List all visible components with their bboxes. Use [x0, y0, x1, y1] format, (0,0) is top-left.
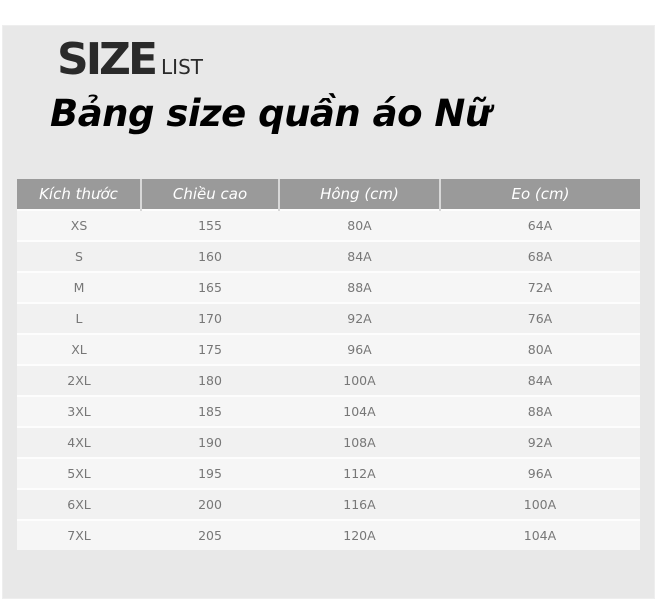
table-cell: 80A [440, 333, 640, 365]
column-header: Hông (cm) [279, 179, 441, 210]
table-row: XL 175 96A 80A [17, 333, 640, 365]
table-cell: XS [17, 209, 141, 241]
table-body: XS 155 80A 64A S 160 84A 68A M 165 88A 72A L 170 92A 76… [17, 209, 640, 550]
table-cell: 7XL [17, 519, 141, 550]
table-cell: 200 [141, 488, 279, 520]
table-cell: 2XL [17, 364, 141, 396]
table-row: 5XL 195 112A 96A [17, 457, 640, 489]
column-header: Kích thước [17, 179, 142, 210]
table-row: XS 155 80A 64A [17, 209, 640, 241]
table-cell: 104A [279, 395, 440, 427]
size-list-logo: SIZE LIST [57, 38, 203, 82]
table-row: 3XL 185 104A 88A [17, 395, 640, 427]
table-cell: 195 [141, 457, 279, 489]
table-cell: 160 [141, 240, 279, 272]
table-cell: 92A [440, 426, 640, 458]
table-row: 2XL 180 100A 84A [17, 364, 640, 396]
size-table: Kích thước Chiều cao Hông (cm) Eo (cm) XS 15… [17, 179, 640, 550]
table-row: 6XL 200 116A 100A [17, 488, 640, 520]
table-cell: 116A [279, 488, 440, 520]
table-cell: 120A [279, 519, 440, 550]
table-cell: 205 [141, 519, 279, 550]
table-cell: 3XL [17, 395, 141, 427]
table-row: S 160 84A 68A [17, 240, 640, 272]
table-cell: 170 [141, 302, 279, 334]
table-cell: 96A [440, 457, 640, 489]
table-cell: 4XL [17, 426, 141, 458]
table-cell: 88A [440, 395, 640, 427]
table-cell: 64A [440, 209, 640, 241]
table-cell: M [17, 271, 141, 303]
column-header: Chiều cao [141, 179, 280, 210]
table-cell: 6XL [17, 488, 141, 520]
table-cell: 108A [279, 426, 440, 458]
table-row: M 165 88A 72A [17, 271, 640, 303]
table-cell: 190 [141, 426, 279, 458]
table-cell: 185 [141, 395, 279, 427]
table-cell: XL [17, 333, 141, 365]
table-cell: S [17, 240, 141, 272]
table-cell: 175 [141, 333, 279, 365]
table-cell: 5XL [17, 457, 141, 489]
table-cell: 96A [279, 333, 440, 365]
page-title: Bảng size quần áo Nữ [50, 92, 491, 135]
table-cell: 112A [279, 457, 440, 489]
table-cell: 100A [440, 488, 640, 520]
list-title: LIST [161, 55, 203, 79]
table-header: Kích thước Chiều cao Hông (cm) Eo (cm) [17, 179, 640, 210]
table-cell: 84A [440, 364, 640, 396]
table-cell: 165 [141, 271, 279, 303]
table-row: 4XL 190 108A 92A [17, 426, 640, 458]
table-cell: 88A [279, 271, 440, 303]
table-cell: 80A [279, 209, 440, 241]
table-cell: L [17, 302, 141, 334]
table-cell: 68A [440, 240, 640, 272]
table-cell: 84A [279, 240, 440, 272]
table-cell: 72A [440, 271, 640, 303]
table-cell: 92A [279, 302, 440, 334]
table-cell: 76A [440, 302, 640, 334]
table-cell: 104A [440, 519, 640, 550]
column-header: Eo (cm) [440, 179, 640, 210]
table-row: 7XL 205 120A 104A [17, 519, 640, 550]
table-cell: 100A [279, 364, 440, 396]
table-row: L 170 92A 76A [17, 302, 640, 334]
table-cell: 155 [141, 209, 279, 241]
size-title: SIZE [57, 34, 158, 85]
table-cell: 180 [141, 364, 279, 396]
